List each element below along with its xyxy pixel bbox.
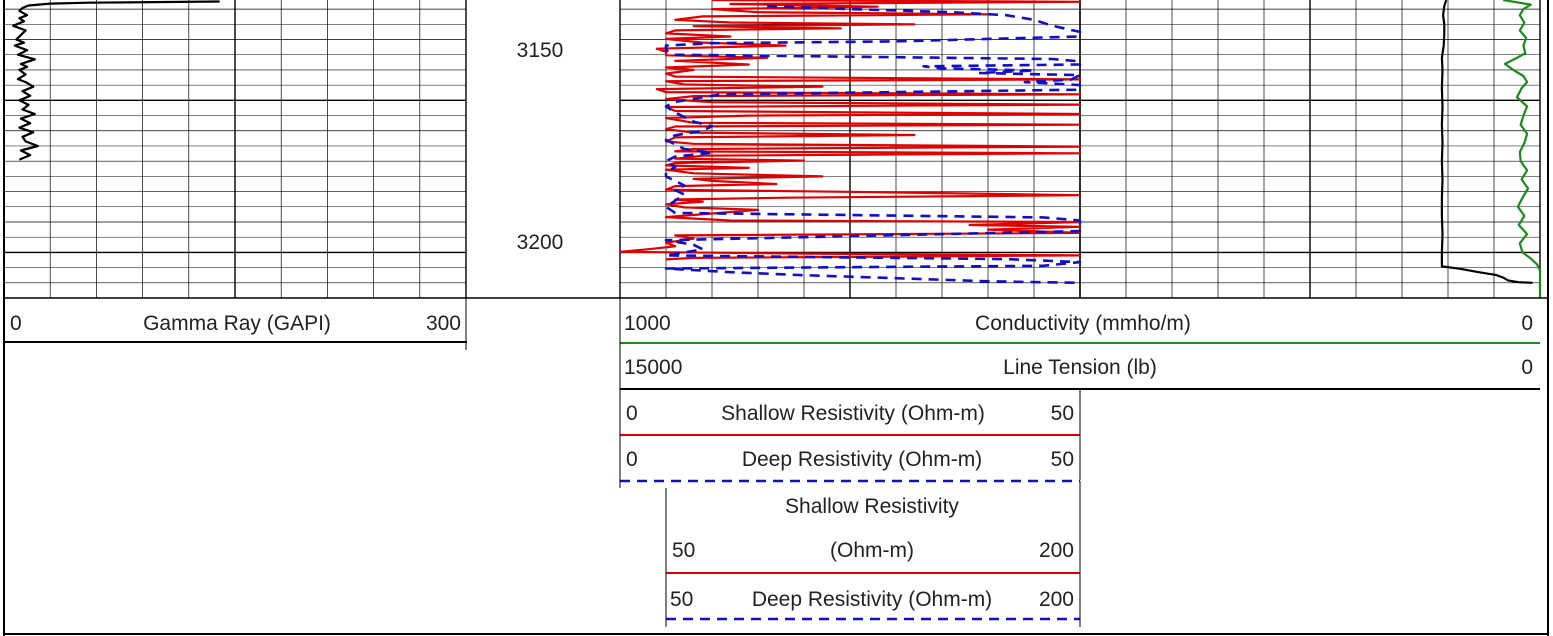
shallow-resistivity-backup-legend: Shallow Resistivity 50 (Ohm-m) 200 (666, 495, 1080, 574)
legend-label: Deep Resistivity (Ohm-m) (742, 448, 982, 471)
depth-track: 3150 3200 (517, 39, 564, 254)
legend-max: 200 (1039, 588, 1074, 611)
legend-min: 50 (670, 588, 693, 611)
legend-min: 1000 (624, 312, 671, 335)
legend-min: 0 (626, 448, 638, 471)
gamma-ray-legend: 0 Gamma Ray (GAPI) 300 (4, 312, 467, 343)
legend-label: Gamma Ray (GAPI) (143, 312, 331, 335)
conductivity-grid (1079, 0, 1541, 299)
legend-min: 0 (10, 312, 22, 335)
conductivity-legend: 1000 Conductivity (mmho/m) 0 (620, 312, 1540, 344)
legend-label: Line Tension (lb) (1003, 356, 1157, 379)
legend-label: Shallow Resistivity (Ohm-m) (721, 402, 985, 425)
shallow-resistivity-legend: 0 Shallow Resistivity (Ohm-m) 50 (620, 402, 1080, 436)
legend-min: 0 (626, 402, 638, 425)
legend-label: Deep Resistivity (Ohm-m) (752, 588, 992, 611)
legend-max: 300 (426, 312, 461, 335)
legend-max: 50 (1051, 448, 1074, 471)
depth-tick-label: 3150 (517, 39, 564, 62)
depth-tick-label: 3200 (517, 231, 564, 254)
line-tension-curve (1440, 0, 1533, 284)
legend-max: 200 (1039, 539, 1074, 562)
legend-label: Conductivity (mmho/m) (975, 312, 1191, 335)
shallow-resistivity-curve (618, 0, 1082, 261)
deep-resistivity-legend: 0 Deep Resistivity (Ohm-m) 50 (620, 448, 1080, 483)
legend-min: 15000 (624, 356, 682, 379)
gamma-ray-grid (3, 0, 467, 299)
legend-max: 0 (1521, 312, 1533, 335)
legend-max: 0 (1521, 356, 1533, 379)
conductivity-curve (1503, 0, 1542, 298)
deep-resistivity-backup-legend: 50 Deep Resistivity (Ohm-m) 200 (666, 588, 1080, 621)
log-curves (12, 0, 1542, 298)
legend-min: 50 (672, 539, 695, 562)
deep-resistivity-curve (664, 4, 1082, 285)
legend-label: Shallow Resistivity (785, 495, 959, 518)
track-headers: 0 Gamma Ray (GAPI) 300 1000 Conductivity… (3, 0, 1549, 636)
legend-label: (Ohm-m) (830, 539, 914, 562)
legend-max: 50 (1051, 402, 1074, 425)
gamma-ray-curve (12, 0, 220, 161)
line-tension-legend: 15000 Line Tension (lb) 0 (620, 356, 1540, 390)
